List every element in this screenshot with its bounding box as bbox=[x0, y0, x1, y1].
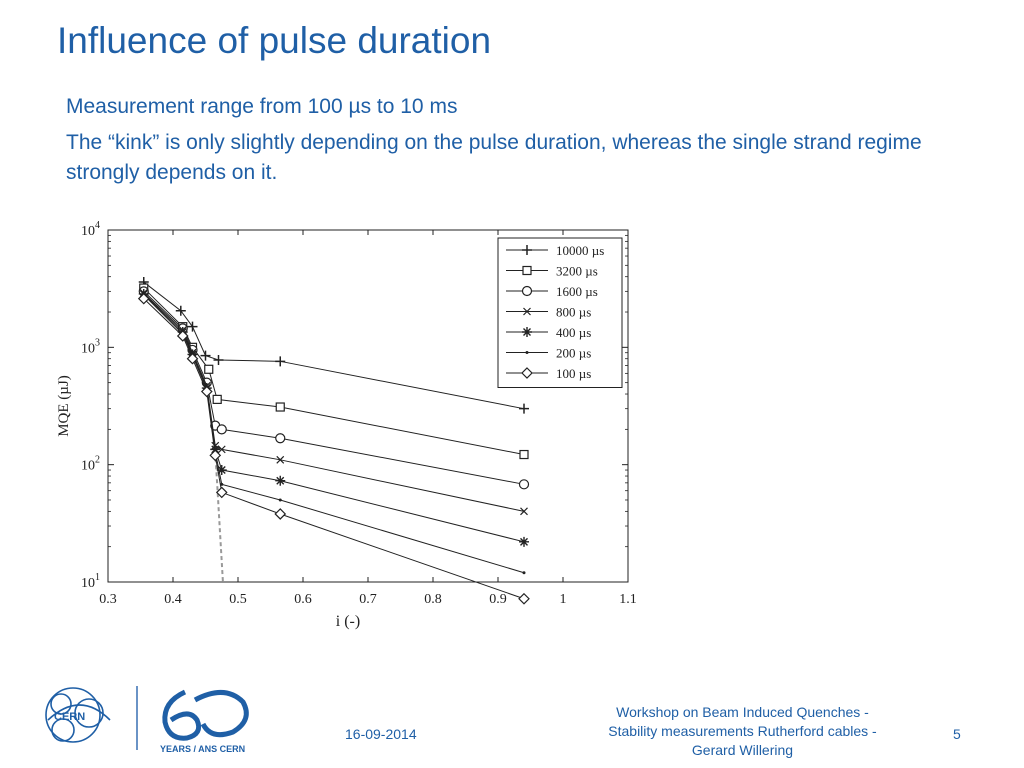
data-point-series-6 bbox=[137, 292, 150, 305]
series-line-2 bbox=[143, 290, 525, 485]
legend-marker bbox=[525, 351, 529, 354]
data-point-series-3 bbox=[217, 445, 226, 454]
data-point-series-5 bbox=[522, 571, 526, 575]
x-tick-label: 0.4 bbox=[164, 592, 182, 607]
bullet-measurement-range: Measurement range from 100 µs to 10 ms bbox=[66, 95, 458, 118]
data-point-series-1 bbox=[519, 449, 529, 460]
data-point-series-2 bbox=[275, 433, 286, 444]
cern-60-years-logo: YEARS / ANS CERN bbox=[155, 680, 265, 765]
series-line-3 bbox=[143, 292, 525, 512]
legend-marker bbox=[522, 265, 532, 276]
series-line-0 bbox=[143, 281, 525, 410]
data-point-series-3 bbox=[520, 507, 528, 516]
x-tick-label: 1.1 bbox=[619, 592, 637, 607]
mqe-chart: 0.3 0.4 0.5 0.6 0.7 0.8 0.9 1 1.1 101 102 103 104 i (… bbox=[56, 220, 637, 630]
x-tick-label: 0.6 bbox=[294, 592, 312, 607]
footer-workshop-info: Workshop on Beam Induced Quenches - Stab… bbox=[608, 704, 877, 758]
y-axis-label: MQE (µJ) bbox=[56, 375, 72, 437]
cern-logo: CERN bbox=[40, 680, 122, 757]
legend-label: 100 µs bbox=[556, 366, 591, 381]
data-point-series-6 bbox=[200, 385, 213, 398]
legend-marker bbox=[521, 367, 533, 379]
data-point-series-0 bbox=[175, 305, 186, 316]
legend-label: 10000 µs bbox=[556, 243, 604, 258]
data-point-series-4 bbox=[275, 475, 286, 486]
cern-logo-text: CERN bbox=[54, 711, 85, 723]
slide-title: Influence of pulse duration bbox=[57, 20, 492, 61]
data-point-series-5 bbox=[220, 482, 224, 486]
y-tick-label: 102 bbox=[81, 455, 100, 474]
data-point-series-6 bbox=[518, 592, 530, 605]
data-point-series-6 bbox=[209, 449, 222, 462]
data-point-series-0 bbox=[519, 403, 529, 414]
x-tick-label: 0.8 bbox=[424, 592, 442, 607]
logo-divider bbox=[136, 686, 138, 750]
data-point-series-0 bbox=[275, 356, 286, 367]
data-point-series-0 bbox=[213, 354, 224, 365]
y-tick-label: 104 bbox=[81, 220, 100, 239]
y-tick-label: 103 bbox=[81, 337, 100, 356]
legend-marker bbox=[522, 245, 532, 255]
data-point-series-1 bbox=[275, 402, 285, 412]
data-point-series-3 bbox=[276, 455, 285, 464]
data-point-series-0 bbox=[187, 321, 198, 332]
data-point-series-6 bbox=[215, 486, 228, 499]
legend-marker bbox=[522, 327, 532, 337]
series-line-5 bbox=[143, 294, 525, 574]
legend-label: 1600 µs bbox=[556, 284, 598, 299]
legend-label: 3200 µs bbox=[556, 264, 598, 279]
data-point-series-6 bbox=[274, 508, 287, 520]
cern-60-years-text: YEARS / ANS CERN bbox=[160, 744, 245, 754]
footer-date: 16-09-2014 bbox=[345, 726, 417, 742]
data-point-series-4 bbox=[519, 536, 529, 547]
bullet-kink-description: The “kink” is only slightly depending on… bbox=[66, 131, 922, 184]
x-axis-label: i (-) bbox=[336, 613, 360, 630]
footer-page-number: 5 bbox=[953, 726, 961, 742]
legend-marker bbox=[521, 285, 533, 297]
legend-marker bbox=[523, 307, 531, 316]
data-point-series-5 bbox=[278, 498, 282, 502]
bullet-list: Measurement range from 100 µs to 10 ms T… bbox=[66, 92, 966, 194]
legend-label: 200 µs bbox=[556, 346, 591, 361]
data-point-series-2 bbox=[216, 424, 227, 435]
legend-box bbox=[497, 237, 623, 388]
x-tick-label: 0.9 bbox=[489, 592, 507, 607]
legend-label: 400 µs bbox=[556, 325, 591, 340]
x-tick-label: 0.5 bbox=[229, 592, 247, 607]
data-point-series-0 bbox=[200, 350, 211, 361]
data-point-series-1 bbox=[212, 394, 222, 404]
x-tick-label: 0.3 bbox=[99, 592, 117, 607]
data-point-series-4 bbox=[216, 465, 227, 476]
x-tick-label: 1 bbox=[560, 592, 567, 607]
data-point-series-6 bbox=[186, 352, 199, 365]
data-point-series-1 bbox=[204, 364, 214, 374]
data-point-series-6 bbox=[176, 330, 189, 342]
x-tick-label: 0.7 bbox=[359, 592, 377, 607]
legend-label: 800 µs bbox=[556, 305, 591, 320]
y-tick-label: 101 bbox=[81, 572, 100, 591]
data-point-series-2 bbox=[518, 479, 530, 490]
